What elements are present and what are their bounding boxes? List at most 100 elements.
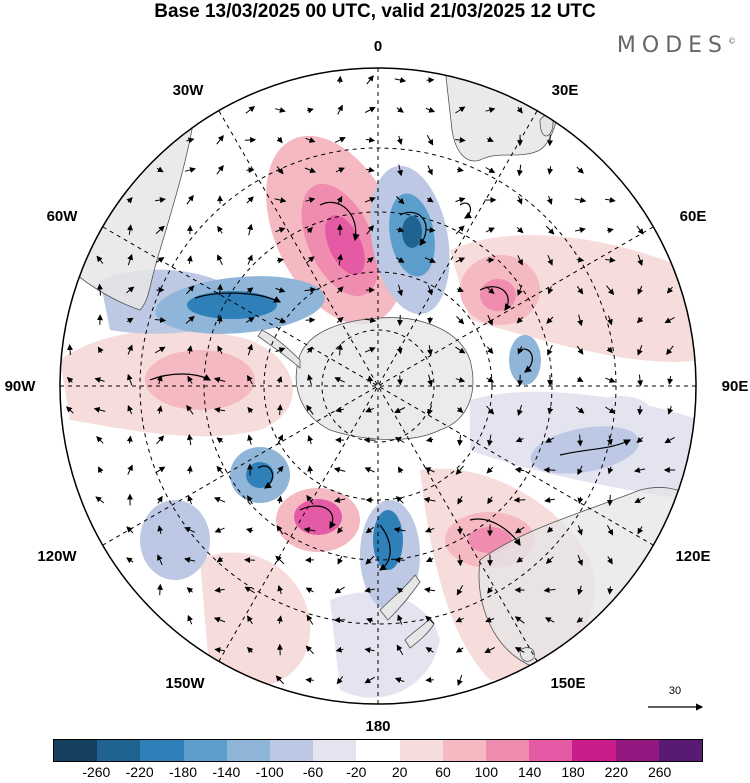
- positive-anomaly-west: [145, 350, 255, 410]
- wind-vector-arrow: [396, 587, 404, 594]
- wind-vector-arrow: [186, 255, 193, 264]
- wind-vector-arrow: [605, 406, 616, 414]
- wind-vector-arrow: [455, 376, 466, 383]
- wind-vector-arrow: [456, 316, 465, 325]
- wind-vector-arrow: [336, 676, 344, 685]
- wind-vector-arrow: [576, 345, 584, 355]
- wind-vector-arrow: [516, 164, 523, 177]
- wind-vector-arrow: [305, 197, 316, 204]
- colorbar-segment: [658, 740, 703, 761]
- wind-vector-arrow: [485, 286, 495, 295]
- colorbar-ticks: -260 -220 -180 -140 -100 -60 -20 20 60 100 140 180 2…: [0, 764, 750, 783]
- wind-vector-arrow: [366, 225, 374, 235]
- wind-vector-arrow: [485, 167, 496, 174]
- wind-vector-arrow: [606, 285, 615, 296]
- wind-vector-arrow: [247, 343, 253, 356]
- lon-label-30w: 30W: [173, 82, 205, 99]
- wind-vector-arrow: [246, 646, 254, 654]
- wind-vector-arrow: [276, 615, 283, 624]
- lon-label-120e: 120E: [675, 548, 710, 565]
- wind-vector-arrow: [216, 556, 224, 563]
- wind-vector-arrow: [486, 466, 494, 474]
- wind-vector-arrow: [517, 346, 524, 355]
- wind-vector-arrow: [637, 345, 643, 356]
- map-disk: [60, 68, 696, 704]
- wind-vector-arrow: [187, 433, 193, 446]
- new-zealand-south: [379, 574, 421, 621]
- wind-vector-arrow: [516, 556, 524, 563]
- wind-vector-arrow: [126, 197, 133, 204]
- wind-vector-arrow: [214, 527, 225, 533]
- wind-vector-arrow: [335, 406, 344, 413]
- wind-vector-arrow: [394, 677, 405, 683]
- wind-vector-arrow: [576, 616, 584, 623]
- colorbar-segment: [615, 740, 659, 761]
- colorbar-tick-label: 220: [604, 764, 629, 780]
- wind-vector-arrow: [455, 616, 464, 623]
- wind-vector-arrow: [423, 496, 436, 503]
- wind-vector-arrow: [305, 677, 314, 684]
- wind-vector-arrow: [456, 406, 464, 413]
- wind-vector-arrow: [607, 466, 614, 475]
- wind-vector-arrow: [365, 406, 375, 413]
- wind-vector-arrow: [664, 316, 675, 324]
- wind-vector-arrow: [606, 435, 613, 446]
- wind-vector-arrow: [187, 614, 193, 625]
- wind-vector-arrow: [426, 135, 434, 146]
- wind-vector-arrow: [425, 556, 434, 563]
- wind-vector-arrow: [217, 283, 224, 296]
- wind-vector-arrow: [667, 376, 674, 385]
- wind-vector-arrow: [364, 107, 376, 113]
- wind-vector-arrow: [334, 137, 346, 143]
- wind-vector-arrow: [424, 257, 436, 263]
- map-boundary: [59, 67, 697, 705]
- wind-vector-arrow: [456, 286, 464, 293]
- wind-vector-arrow: [303, 526, 316, 533]
- wind-vector-arrow: [485, 616, 495, 623]
- wind-vector-arrow: [214, 586, 225, 593]
- wind-vector-arrow: [574, 227, 586, 233]
- wind-vector-arrow: [337, 253, 344, 266]
- wind-vector-arrow: [213, 377, 226, 383]
- wind-vector-arrow: [515, 436, 524, 443]
- wind-vector-arrow: [455, 225, 465, 235]
- lon-label-30e: 30E: [552, 82, 579, 99]
- wind-vector-arrow: [605, 377, 616, 383]
- wind-vector-arrow: [304, 167, 317, 173]
- wind-vector-arrow: [546, 526, 554, 533]
- wind-vector-arrow: [545, 437, 555, 443]
- wind-vector-arrow: [425, 436, 434, 443]
- wind-vector-arrow: [364, 676, 375, 684]
- wind-vector-arrow: [217, 345, 223, 355]
- wind-vector-arrow: [514, 616, 525, 624]
- wind-vector-arrow: [305, 137, 316, 143]
- wind-vector-arrow: [637, 254, 643, 267]
- wind-vector-arrow: [576, 406, 585, 414]
- wind-vector-arrow: [576, 166, 584, 174]
- antarctica: [296, 317, 474, 440]
- wind-vector-arrow: [96, 283, 103, 296]
- wind-vector-arrow: [365, 555, 375, 565]
- wind-vector-arrow: [397, 314, 403, 326]
- colorbar-tick-label: 60: [435, 764, 451, 780]
- wind-vector-arrow: [577, 465, 583, 476]
- wind-vector-arrow: [337, 526, 344, 534]
- wind-vector-arrow: [364, 467, 375, 473]
- wind-vector-arrow: [547, 254, 553, 266]
- wind-vector-arrow: [127, 224, 133, 235]
- colorbar-segment: [313, 740, 357, 761]
- graticule: [60, 68, 696, 704]
- wind-vector-arrow: [366, 75, 374, 85]
- wind-vector-arrow: [65, 406, 74, 414]
- modes-logo: MODES©: [617, 33, 736, 58]
- wind-vector-arrow: [67, 344, 73, 356]
- wind-vector-arrow: [157, 583, 164, 596]
- wind-vector-arrow: [214, 647, 225, 654]
- wind-vector-arrow: [186, 465, 193, 474]
- wind-vector-arrow: [456, 585, 464, 596]
- wind-vector-arrow: [457, 496, 463, 505]
- wind-vector-arrow: [667, 406, 674, 415]
- wind-vector-arrow: [577, 585, 584, 596]
- wind-vector-arrow: [305, 256, 315, 264]
